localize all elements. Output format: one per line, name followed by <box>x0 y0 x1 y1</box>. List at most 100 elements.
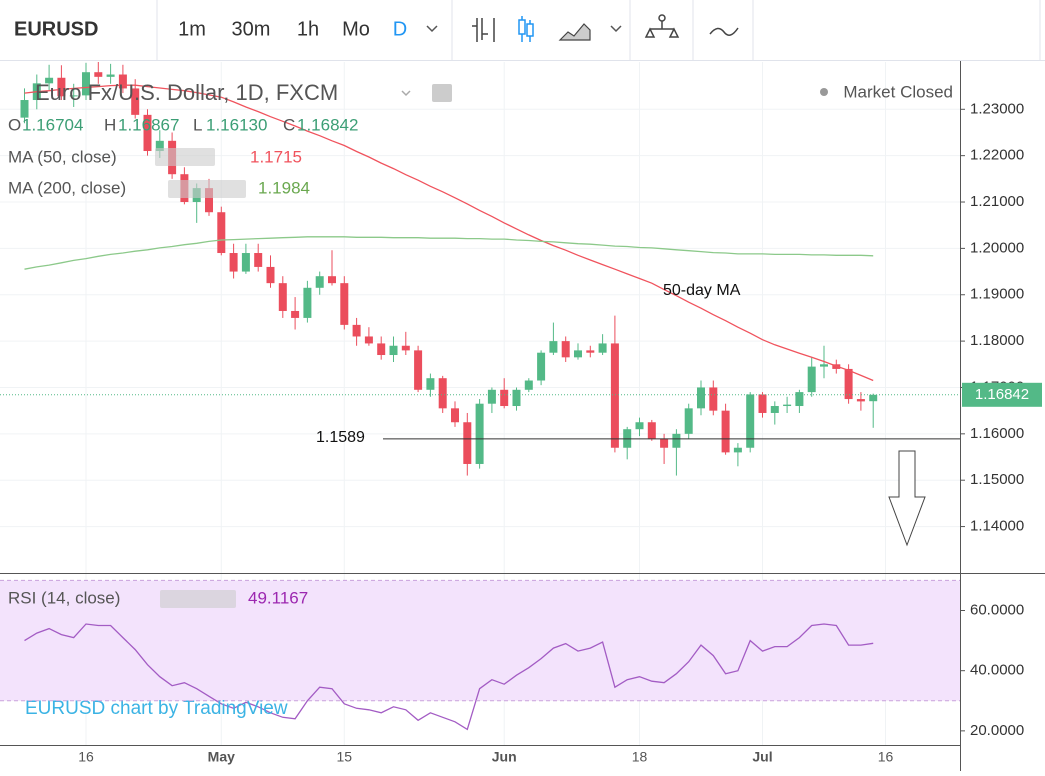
candle-body <box>303 287 312 318</box>
last-price-tag <box>962 382 1042 407</box>
candle-body <box>487 389 496 404</box>
indicators-icon[interactable] <box>644 14 680 38</box>
candle-body <box>660 438 669 448</box>
candle-body <box>328 276 336 284</box>
candle-body <box>635 422 644 430</box>
ohlc-name: O <box>8 115 21 134</box>
candle-body <box>401 345 410 351</box>
y-tick-label: 1.22000 <box>970 147 1024 164</box>
visibility-icon[interactable] <box>432 84 452 102</box>
symbol[interactable]: EURUSD <box>14 18 98 40</box>
candle-body <box>598 343 607 353</box>
candle-body <box>856 399 865 402</box>
y-tick-label: 1.19000 <box>970 286 1024 303</box>
down-arrow <box>888 450 926 547</box>
y-tick-label: 1.21000 <box>970 193 1024 210</box>
candle-body <box>672 433 681 448</box>
support-label: 1.1589 <box>316 429 365 446</box>
candle-body <box>69 95 78 97</box>
candle-body <box>94 72 103 77</box>
candle-body <box>721 410 730 453</box>
candle-body <box>155 140 164 152</box>
candle-body <box>414 350 423 390</box>
x-tick-label: May <box>208 749 235 765</box>
area-style-icon[interactable] <box>558 23 591 41</box>
x-tick-label: 18 <box>632 749 648 765</box>
interval[interactable]: Mo <box>342 18 370 40</box>
bar-style-icon[interactable] <box>472 18 495 42</box>
candle-body <box>733 447 742 453</box>
last-price-label: 1.16842 <box>975 386 1029 403</box>
candle-body <box>377 343 386 356</box>
ohlc-value: 1.16842 <box>297 115 358 134</box>
ohlc-name: H <box>104 115 116 134</box>
y-tick-label: 1.16000 <box>970 425 1024 442</box>
candle-body <box>340 283 349 325</box>
candle-body <box>758 394 767 413</box>
candle-body <box>512 389 521 407</box>
x-tick-label: 16 <box>78 749 94 765</box>
y-tick-label: 1.20000 <box>970 239 1024 256</box>
candle-body <box>783 404 792 407</box>
candle-body <box>610 343 619 448</box>
rsi-band <box>0 580 960 701</box>
candle-body <box>820 364 828 367</box>
x-tick-label: Jul <box>752 749 772 765</box>
candle-body <box>869 394 878 402</box>
x-tick-label: 16 <box>878 749 894 765</box>
y-tick-label: 1.23000 <box>970 100 1024 117</box>
ohlc-value: 1.16130 <box>206 115 267 134</box>
y-tick-label: 1.18000 <box>970 332 1024 349</box>
dropdown-icon[interactable] <box>426 25 438 33</box>
ma-legend-name: MA (200, close) <box>8 178 126 197</box>
candle-body <box>574 350 582 358</box>
candle-body <box>143 114 152 152</box>
x-tick-label: 15 <box>337 749 353 765</box>
candle-body <box>57 77 66 97</box>
candle-body <box>684 408 693 434</box>
dropdown-icon[interactable] <box>610 25 622 33</box>
ma-legend-value: 1.1984 <box>258 178 310 197</box>
candle-body <box>697 387 705 409</box>
candle-body <box>254 253 263 267</box>
ohlc-name: L <box>193 115 202 134</box>
ohlc-value: 1.16704 <box>22 115 83 134</box>
interval[interactable]: 1h <box>297 18 319 40</box>
candle-body <box>364 336 373 344</box>
candle-body <box>45 77 54 84</box>
ma-annotation: 50-day MA <box>663 282 741 299</box>
candle-body <box>131 88 140 115</box>
candle-body <box>586 350 595 353</box>
y-tick-label: 20.0000 <box>970 722 1024 739</box>
candle-body <box>278 283 287 311</box>
series-line <box>24 623 874 731</box>
ma-legend-value: 1.1715 <box>250 147 302 166</box>
candle-body <box>463 422 472 464</box>
x-tick-label: Jun <box>492 749 517 765</box>
candle-body <box>537 352 546 381</box>
candle-body <box>807 366 816 393</box>
ma-legend-name: MA (50, close) <box>8 147 117 166</box>
candle-body <box>647 422 656 439</box>
candle-body <box>746 394 755 448</box>
interval[interactable]: 1m <box>178 18 206 40</box>
watermark: EURUSD chart by TradingView <box>25 698 288 719</box>
status-dot <box>820 88 828 96</box>
interval[interactable]: 30m <box>232 18 271 40</box>
interval-active[interactable]: D <box>393 18 407 40</box>
candle-body <box>795 392 804 407</box>
compare-icon[interactable] <box>709 27 739 36</box>
candle-body <box>549 341 558 353</box>
candle-style-icon[interactable] <box>518 16 534 42</box>
candle-body <box>352 324 361 337</box>
candle-body <box>82 72 90 96</box>
legend-title: Euro Fx/U.S. Dollar, 1D, FXCM <box>35 80 338 105</box>
series-line <box>24 84 874 382</box>
legend-menu[interactable] <box>401 90 411 97</box>
y-tick-label: 1.15000 <box>970 471 1024 488</box>
candle-body <box>709 387 718 411</box>
legend-icons[interactable] <box>155 148 246 608</box>
ohlc-value: 1.16867 <box>118 115 179 134</box>
candle-body <box>438 378 447 409</box>
